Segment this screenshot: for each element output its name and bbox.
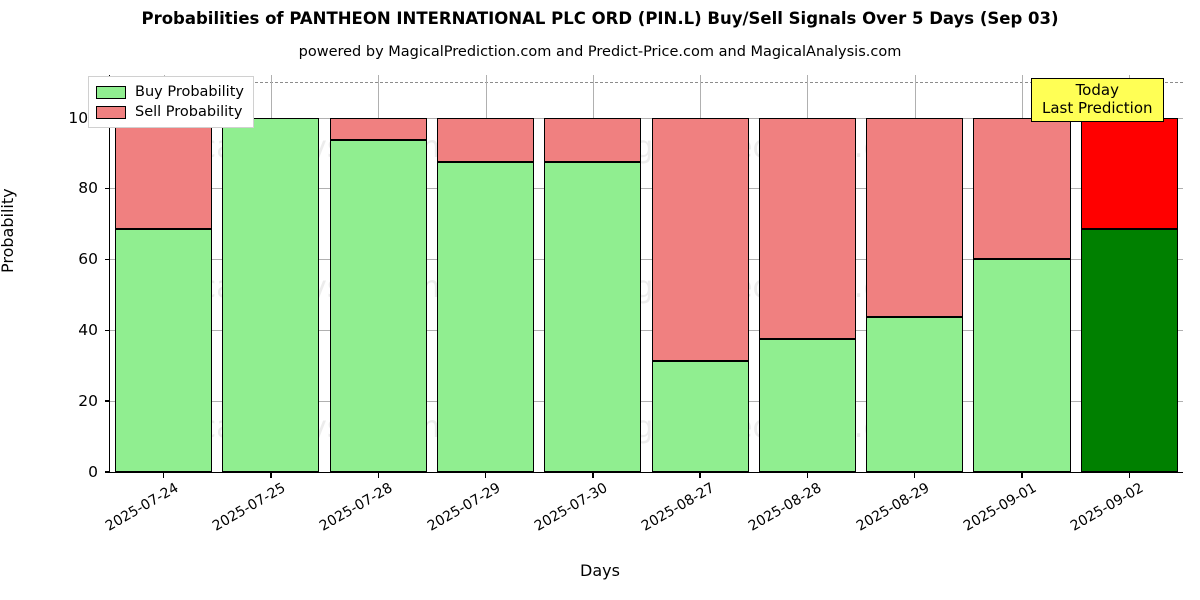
x-tick-label: 2025-07-25 [209,480,289,535]
bar-segment-buy[interactable] [758,339,856,472]
chart-title: Probabilities of PANTHEON INTERNATIONAL … [141,9,1059,28]
bar-segment-buy[interactable] [329,139,427,472]
bar-segment-buy[interactable] [115,229,213,472]
bar-segment-buy[interactable] [544,161,642,472]
legend-label-sell: Sell Probability [135,104,243,120]
legend-item-buy[interactable]: Buy Probability [96,82,244,102]
bar-group[interactable] [651,75,749,472]
chart-subtitle: powered by MagicalPrediction.com and Pre… [298,44,902,60]
y-tick-mark [105,400,110,402]
y-tick-label: 40 [78,321,98,340]
legend-swatch-sell [96,105,126,119]
gridline-horizontal [110,117,1183,119]
bar-segment-sell[interactable] [436,117,535,162]
bar-group[interactable] [973,75,1071,472]
y-tick-label: 80 [78,179,98,198]
gridline-horizontal [110,401,1183,403]
bar-group[interactable] [115,75,213,472]
bar-group[interactable] [758,75,856,472]
annotation-line-last-prediction: Last Prediction [1042,98,1153,117]
x-tick-label: 2025-08-27 [639,480,718,535]
bar-segment-sell[interactable] [329,117,427,140]
chart-legend: Buy Probability Sell Probability [88,76,254,128]
gridline-horizontal [110,330,1183,332]
x-tick-mark [1128,472,1131,478]
x-tick-label: 2025-07-24 [102,480,182,535]
x-tick-label: 2025-09-02 [1068,480,1147,535]
legend-item-sell[interactable]: Sell Probability [96,102,244,122]
x-tick-mark [270,472,272,478]
legend-swatch-buy [96,85,126,99]
bar-segment-buy[interactable] [222,117,320,472]
bar-group[interactable] [544,75,642,472]
x-tick-label: 2025-08-28 [746,480,825,535]
y-tick-mark [105,187,110,190]
x-tick-label: 2025-09-01 [960,480,1040,535]
y-tick-label: 0 [88,463,98,481]
bar-group[interactable] [436,75,535,472]
bar-segment-sell[interactable] [866,117,964,317]
bar-group[interactable] [222,75,320,472]
bar-segment-buy[interactable] [973,259,1071,472]
legend-label-buy: Buy Probability [135,84,244,100]
today-last-prediction-annotation: Today Last Prediction [1031,78,1164,123]
x-axis-title: Days [580,561,620,580]
annotation-line-today: Today [1075,81,1119,99]
gridline-horizontal [110,188,1183,190]
bar-group[interactable] [866,75,964,472]
plot-area: MagicalAnalysis.comMagicalPrediction.com… [68,75,1183,535]
bar-segment-sell[interactable] [973,117,1071,260]
x-tick-label: 2025-07-29 [424,480,503,535]
bar-segment-sell[interactable] [115,117,213,230]
x-tick-mark [914,472,916,478]
bar-segment-buy[interactable] [866,316,964,472]
bar-group[interactable] [329,75,427,472]
x-tick-mark [162,472,165,478]
y-tick-label: 60 [78,250,98,269]
bar-segment-buy[interactable] [651,361,749,472]
x-tick-label: 2025-07-28 [317,480,396,535]
y-axis-title: Probability [0,188,17,273]
bar-segment-buy[interactable] [436,161,535,472]
x-tick-mark [592,472,594,478]
bar-segment-sell[interactable] [758,117,856,340]
x-tick-mark [484,472,487,478]
x-tick-mark [1021,472,1023,478]
x-tick-label: 2025-07-30 [531,480,611,535]
gridline-horizontal [110,259,1183,261]
x-tick-label: 2025-08-29 [853,480,933,535]
bar-group[interactable] [1080,75,1178,472]
y-tick-mark [105,258,110,260]
bar-segment-buy[interactable] [1080,229,1178,472]
y-tick-mark [105,329,110,331]
y-tick-label: 20 [78,392,98,411]
bar-segment-sell[interactable] [1080,117,1178,230]
bar-segment-sell[interactable] [544,117,642,162]
x-tick-mark [377,472,379,478]
bar-segment-sell[interactable] [651,117,749,362]
x-tick-mark [806,472,809,478]
plot-inner: MagicalAnalysis.comMagicalPrediction.com… [68,75,1183,535]
x-tick-mark [699,472,701,478]
reference-line-dashed [110,82,1183,84]
y-tick-mark [105,471,110,473]
